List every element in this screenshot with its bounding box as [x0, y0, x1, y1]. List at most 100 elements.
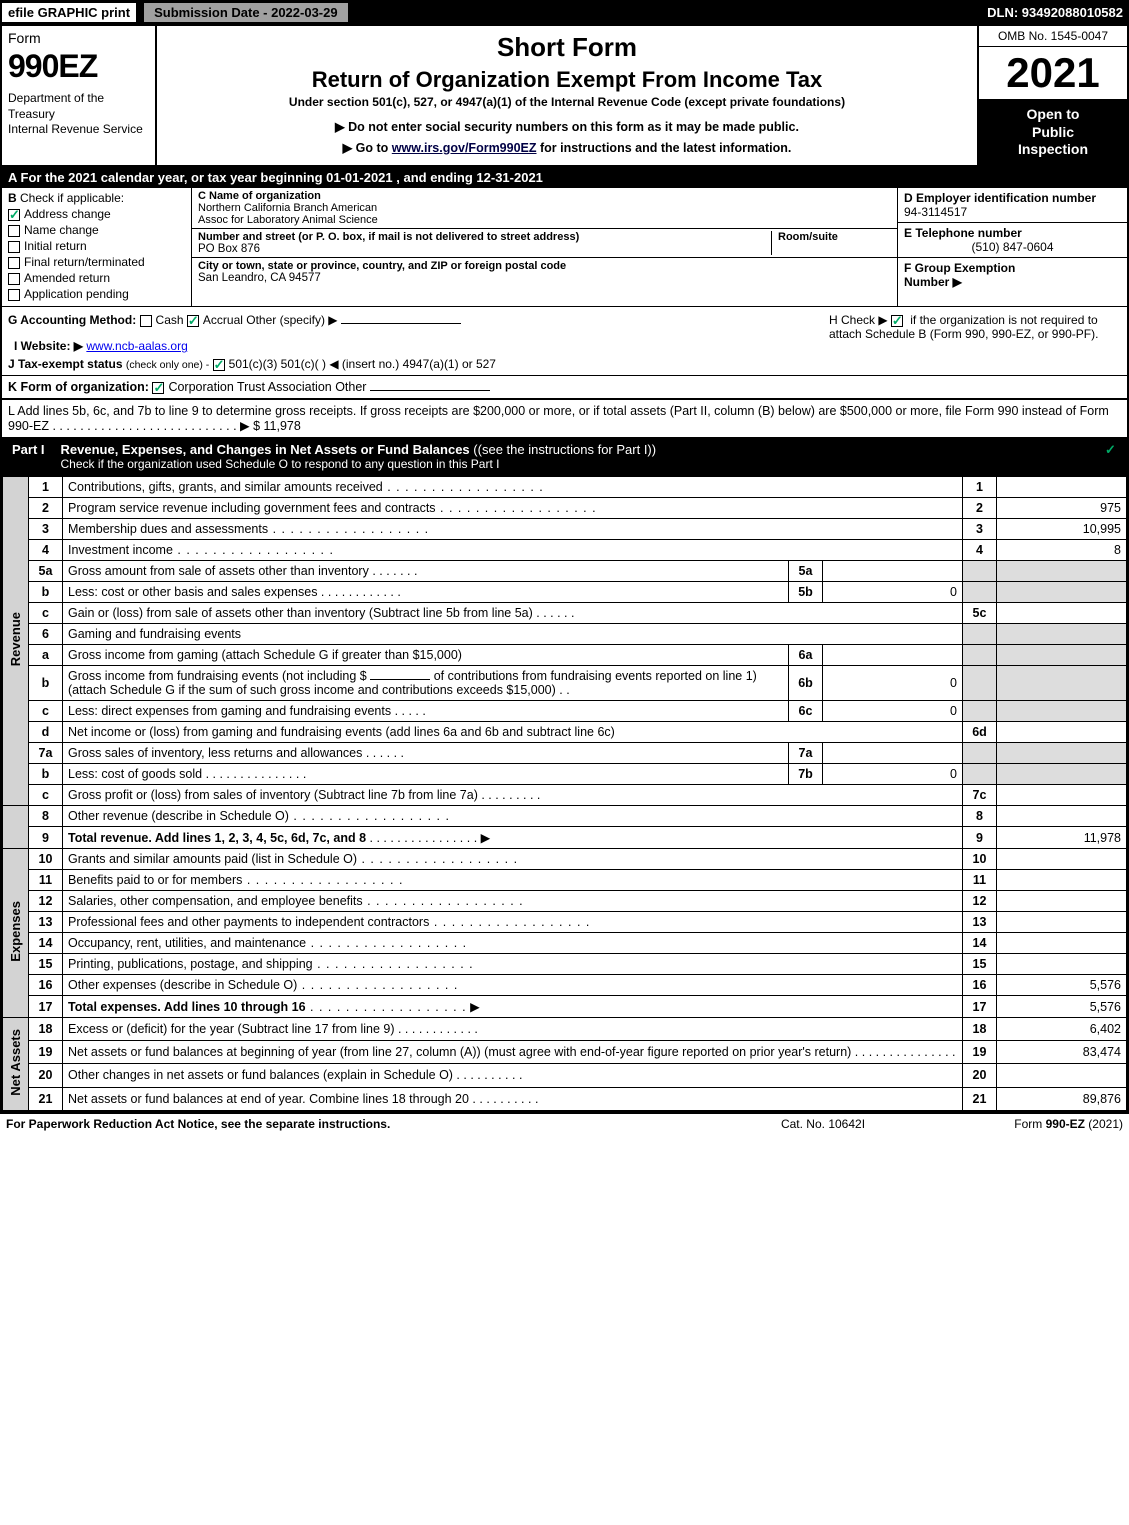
part-i-header: Part I Revenue, Expenses, and Changes in… — [2, 438, 1127, 476]
footer-center: Cat. No. 10642I — [723, 1117, 923, 1131]
department-label: Department of the Treasury Internal Reve… — [8, 91, 149, 138]
d-19: Net assets or fund balances at beginning… — [68, 1045, 851, 1059]
d-9: Total revenue. Add lines 1, 2, 3, 4, 5c,… — [68, 831, 366, 845]
check-name-change[interactable] — [8, 225, 20, 237]
ein-value: 94-3114517 — [904, 205, 967, 219]
row-a-period: A For the 2021 calendar year, or tax yea… — [2, 167, 1127, 188]
note-goto: ▶ Go to www.irs.gov/Form990EZ for instru… — [165, 140, 969, 155]
check-h[interactable] — [891, 315, 903, 327]
irs-link[interactable]: www.irs.gov/Form990EZ — [392, 141, 537, 155]
note-goto-prefix: ▶ Go to — [343, 141, 392, 155]
check-accrual[interactable] — [187, 315, 199, 327]
l-text: L Add lines 5b, 6c, and 7b to line 9 to … — [8, 404, 1109, 433]
check-final-return[interactable] — [8, 257, 20, 269]
check-schedule-o[interactable] — [1104, 444, 1116, 456]
d-16: Other expenses (describe in Schedule O) — [68, 978, 297, 992]
v-15 — [997, 954, 1127, 975]
b-item-1: Name change — [24, 223, 99, 237]
check-address-change[interactable] — [8, 209, 20, 221]
c-street-label: Number and street (or P. O. box, if mail… — [198, 231, 771, 243]
org-city: San Leandro, CA 94577 — [198, 272, 891, 284]
check-application-pending[interactable] — [8, 289, 20, 301]
v-14 — [997, 933, 1127, 954]
iv-6a — [823, 645, 963, 666]
d-5c: Gain or (loss) from sale of assets other… — [68, 606, 533, 620]
f-group-label: F Group Exemption Number ▶ — [904, 261, 1015, 289]
n-18: 18 — [963, 1018, 997, 1041]
part-i-title: Revenue, Expenses, and Changes in Net As… — [61, 442, 470, 457]
n-10: 10 — [963, 849, 997, 870]
check-amended-return[interactable] — [8, 273, 20, 285]
org-name: Northern California Branch American Asso… — [198, 202, 891, 226]
b-sub: Check if applicable: — [20, 191, 124, 205]
d-20: Other changes in net assets or fund bala… — [68, 1068, 453, 1082]
omb-number: OMB No. 1545-0047 — [979, 26, 1127, 47]
d-13: Professional fees and other payments to … — [68, 915, 429, 929]
iv-5a — [823, 561, 963, 582]
in-5a: 5a — [789, 561, 823, 582]
n-8: 8 — [963, 806, 997, 827]
c-city-label: City or town, state or province, country… — [198, 260, 891, 272]
page-footer: For Paperwork Reduction Act Notice, see … — [0, 1113, 1129, 1134]
b-label: B — [8, 191, 17, 205]
form-word: Form — [8, 30, 149, 46]
n-13: 13 — [963, 912, 997, 933]
in-6b: 6b — [789, 666, 823, 701]
d-15: Printing, publications, postage, and shi… — [68, 957, 313, 971]
n-7c: 7c — [963, 785, 997, 806]
short-form-title: Short Form — [165, 32, 969, 63]
netassets-side-label: Net Assets — [8, 1021, 23, 1104]
iv-7a — [823, 743, 963, 764]
b-item-4: Amended return — [24, 271, 110, 285]
under-section: Under section 501(c), 527, or 4947(a)(1)… — [165, 95, 969, 109]
n-11: 11 — [963, 870, 997, 891]
website-link[interactable]: www.ncb-aalas.org — [86, 339, 187, 353]
part-i-table: Revenue 1 Contributions, gifts, grants, … — [2, 476, 1127, 1111]
v-7c — [997, 785, 1127, 806]
col-d-f: D Employer identification number94-31145… — [897, 188, 1127, 306]
check-cash[interactable] — [140, 315, 152, 327]
form-header: Form 990EZ Department of the Treasury In… — [2, 26, 1127, 167]
check-initial-return[interactable] — [8, 241, 20, 253]
in-7b: 7b — [789, 764, 823, 785]
footer-right-b: 990-EZ — [1046, 1117, 1085, 1131]
footer-right-c: (2021) — [1085, 1117, 1123, 1131]
efile-label[interactable]: efile GRAPHIC print — [2, 3, 136, 22]
v-1 — [997, 477, 1127, 498]
d-18: Excess or (deficit) for the year (Subtra… — [68, 1022, 395, 1036]
v-10 — [997, 849, 1127, 870]
dln-label: DLN: 93492088010582 — [987, 5, 1129, 20]
v-19: 83,474 — [997, 1041, 1127, 1064]
n-4: 4 — [963, 540, 997, 561]
d-7a: Gross sales of inventory, less returns a… — [68, 746, 362, 760]
d-6a: Gross income from gaming (attach Schedul… — [68, 648, 462, 662]
g-other: Other (specify) ▶ — [246, 313, 337, 327]
d-4: Investment income — [68, 543, 173, 557]
form-number: 990EZ — [8, 48, 149, 85]
b-item-3: Final return/terminated — [24, 255, 145, 269]
d-6b1: Gross income from fundraising events (no… — [68, 669, 367, 683]
footer-right: Form 990-EZ (2021) — [923, 1117, 1123, 1131]
tax-year: 2021 — [979, 47, 1127, 100]
n-14: 14 — [963, 933, 997, 954]
check-corporation[interactable] — [152, 382, 164, 394]
row-l: L Add lines 5b, 6c, and 7b to line 9 to … — [2, 400, 1127, 438]
h-text: H Check ▶ — [829, 313, 891, 327]
expenses-side-label: Expenses — [8, 893, 23, 970]
d-8: Other revenue (describe in Schedule O) — [68, 809, 289, 823]
in-5b: 5b — [789, 582, 823, 603]
g-accrual: Accrual — [203, 313, 243, 327]
d-2: Program service revenue including govern… — [68, 501, 436, 515]
v-6d — [997, 722, 1127, 743]
n-3: 3 — [963, 519, 997, 540]
org-street: PO Box 876 — [198, 243, 771, 255]
n-1: 1 — [963, 477, 997, 498]
v-9: 11,978 — [997, 827, 1127, 849]
n-16: 16 — [963, 975, 997, 996]
part-i-label: Part I — [2, 438, 55, 475]
check-501c3[interactable] — [213, 359, 225, 371]
c-name-label: C Name of organization — [198, 190, 891, 202]
v-13 — [997, 912, 1127, 933]
row-k: K Form of organization: Corporation Trus… — [2, 376, 1127, 400]
d-6d: Net income or (loss) from gaming and fun… — [68, 725, 615, 739]
